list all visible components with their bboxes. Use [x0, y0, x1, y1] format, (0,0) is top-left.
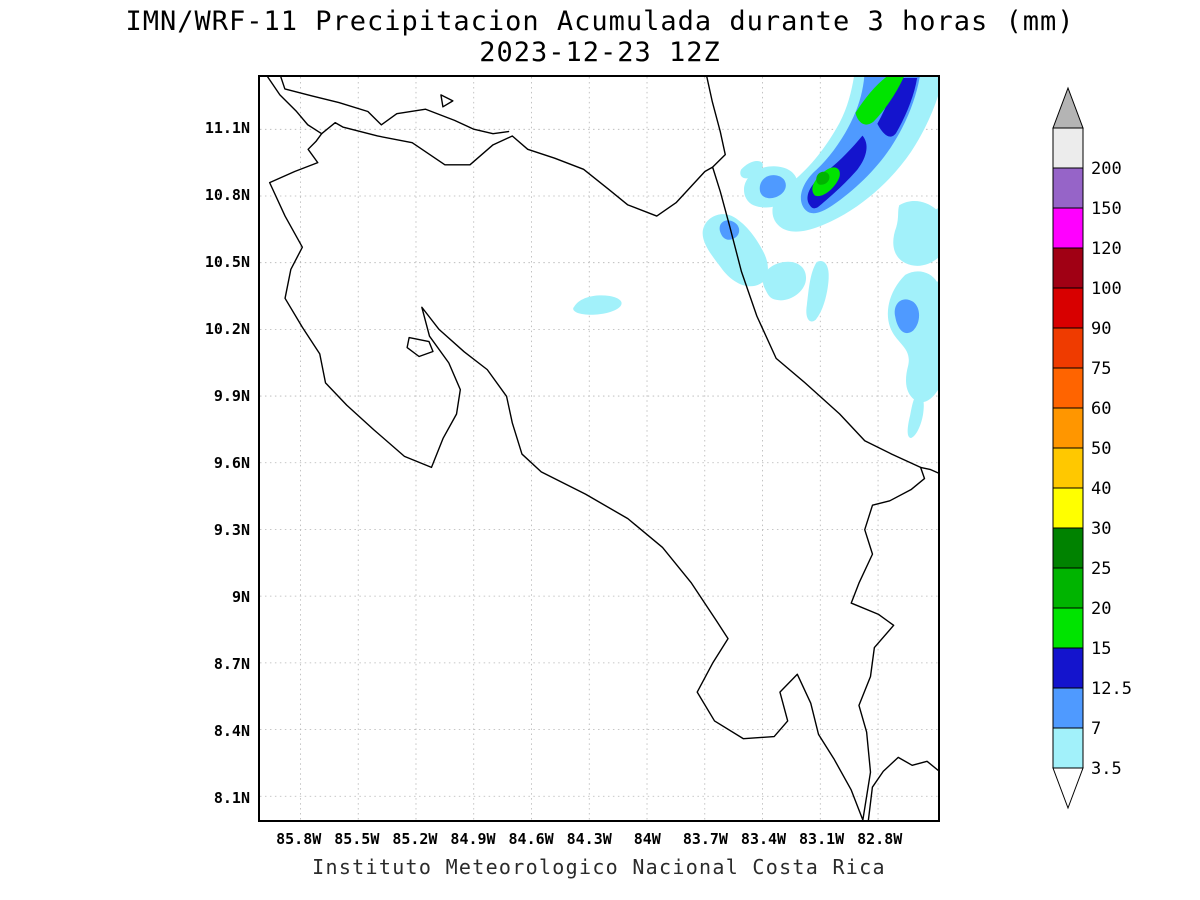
outline-costa-rica — [268, 121, 926, 820]
footer-text: Instituto Meteorologico Nacional Costa R… — [312, 855, 886, 879]
lon-tick-label: 84.9W — [450, 830, 496, 848]
precip-region-offshore-streak — [806, 260, 829, 322]
colorbar-level-label: 40 — [1091, 479, 1111, 499]
colorbar-level-label: 90 — [1091, 319, 1111, 339]
colorbar-level-label: 20 — [1091, 599, 1111, 619]
colorbar-level-label: 7 — [1091, 719, 1101, 739]
colorbar-level-label: 12.5 — [1091, 679, 1132, 699]
lon-tick-label: 84.6W — [508, 830, 554, 848]
colorbar-level-label: 120 — [1091, 239, 1122, 259]
lat-tick-label: 10.5N — [204, 252, 250, 271]
colorbar-cell — [1052, 167, 1084, 209]
precip-region-east-edge-lower — [887, 271, 938, 403]
lon-tick-label: 83.1W — [799, 830, 845, 848]
colorbar-level-label: 100 — [1091, 279, 1122, 299]
precip-region-central-plain-spot — [573, 295, 622, 315]
lat-tick-label: 9.3N — [213, 520, 250, 539]
colorbar-cell — [1052, 447, 1084, 489]
coastlines — [267, 77, 938, 820]
colorbar-level-label: 150 — [1091, 199, 1122, 219]
outline-panama-caribbean-coast — [919, 466, 938, 474]
colorbar-level-label: 60 — [1091, 399, 1111, 419]
colorbar-level-label: 3.5 — [1091, 759, 1122, 779]
outline-lake-nicaragua-shore — [280, 77, 510, 135]
colorbar-cell — [1052, 687, 1084, 729]
colorbar-level-label: 30 — [1091, 519, 1111, 539]
lat-tick-label: 10.2N — [204, 319, 250, 338]
colorbar-legend: 200 150 120 100 90 75 60 50 40 30 25 20 15 12.5 7 3.5 — [1052, 86, 1173, 814]
lat-tick-label: 8.7N — [213, 655, 250, 673]
colorbar-cell — [1052, 287, 1084, 329]
precipitation-shading — [573, 77, 938, 439]
colorbar-cell — [1052, 727, 1084, 769]
precip-region-ne-band-small-streak — [740, 160, 763, 179]
lon-tick-label: 85.2W — [392, 830, 438, 848]
outline-nicaragua-caribbean-coast — [706, 77, 726, 168]
colorbar-cell — [1052, 247, 1084, 289]
colorbar-level-label: 75 — [1091, 359, 1111, 379]
lat-tick-label: 9N — [231, 587, 250, 606]
colorbar-cell — [1052, 407, 1084, 449]
lat-tick-label: 9.6N — [213, 453, 250, 472]
colorbar-over-triangle — [1052, 86, 1084, 129]
lat-tick-label: 8.1N — [213, 789, 250, 808]
gridlines — [260, 77, 938, 820]
precip-region-ne-band-blue-upper — [877, 77, 918, 137]
precip-region-east-edge-upper — [893, 200, 938, 266]
colorbar-cell — [1052, 607, 1084, 649]
lon-tick-label: 84W — [633, 830, 661, 848]
colorbar-level-label: 25 — [1091, 559, 1111, 579]
colorbar-cell — [1052, 127, 1084, 169]
colorbar-canvas: 200 150 120 100 90 75 60 50 40 30 25 20 15 12.5 7 3.5 — [1052, 86, 1132, 810]
lon-tick-label: 84.3W — [566, 830, 612, 848]
precip-region-ne-band-green-upper — [855, 77, 904, 125]
lon-tick-label: 82.8W — [857, 830, 903, 848]
map-canvas — [260, 77, 938, 820]
colorbar-cell — [1052, 527, 1084, 569]
precip-region-ne-band-green-core — [816, 171, 830, 185]
lon-tick-label: 85.5W — [334, 830, 380, 848]
colorbar-cell — [1052, 487, 1084, 529]
colorbar-level-label: 200 — [1091, 159, 1122, 179]
colorbar-cell — [1052, 207, 1084, 249]
precip-region-coastal-blob-core — [719, 220, 740, 240]
precip-region-east-edge-streak — [907, 394, 924, 439]
colorbar-level-label: 15 — [1091, 639, 1111, 659]
outline-chira-island — [406, 336, 434, 358]
outline-nicaragua-pacific-coast — [267, 77, 323, 135]
map-plot-frame — [258, 75, 940, 822]
colorbar-cell — [1052, 367, 1084, 409]
colorbar-cell — [1052, 327, 1084, 369]
lon-tick-label: 85.8W — [276, 830, 322, 848]
colorbar-cell — [1052, 567, 1084, 609]
precip-region-tortuguero-blob — [762, 261, 807, 301]
colorbar-cell — [1052, 647, 1084, 689]
outline-solentiname-island — [440, 94, 454, 108]
colorbar-under-triangle — [1052, 767, 1084, 810]
outline-panama-pacific-coast — [867, 756, 938, 820]
precip-region-east-edge-core — [894, 299, 920, 334]
lat-tick-label: 8.4N — [213, 722, 250, 741]
page-subtitle: 2023-12-23 12Z — [479, 37, 721, 68]
lat-tick-label: 11.1N — [204, 118, 250, 137]
precip-region-west-lobe-core — [759, 175, 786, 199]
lat-tick-label: 9.9N — [213, 386, 250, 405]
lon-tick-label: 83.7W — [682, 830, 728, 848]
lon-tick-label: 83.4W — [740, 830, 787, 848]
colorbar-level-label: 50 — [1091, 439, 1111, 459]
page-title: IMN/WRF-11 Precipitacion Acumulada duran… — [125, 6, 1075, 37]
lat-tick-label: 10.8N — [204, 185, 250, 204]
